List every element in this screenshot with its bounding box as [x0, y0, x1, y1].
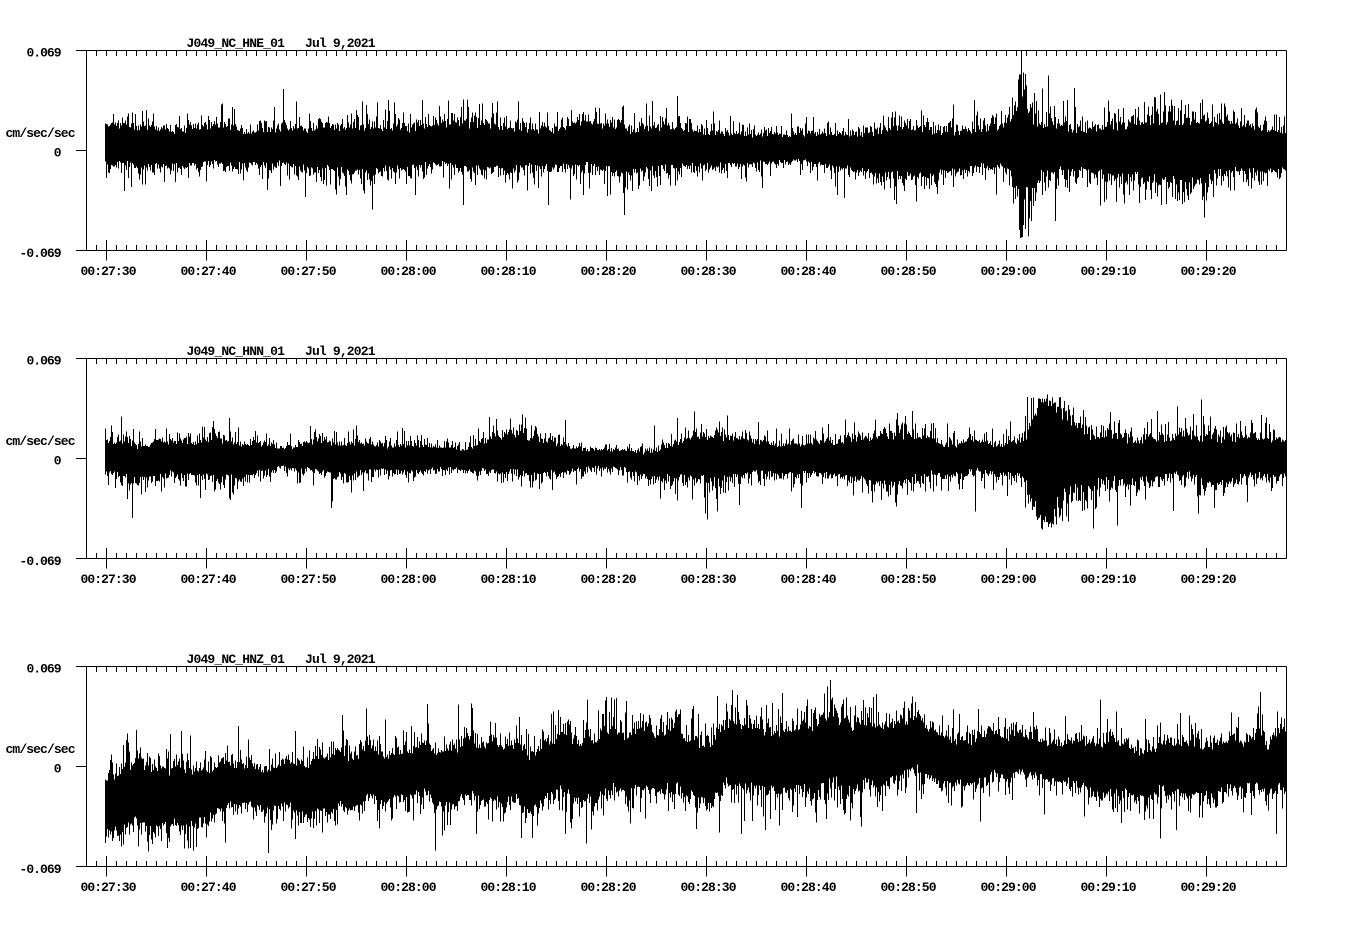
- svg-text:00:27:30: 00:27:30: [81, 880, 137, 895]
- svg-text:00:28:50: 00:28:50: [881, 572, 937, 587]
- svg-text:00:28:40: 00:28:40: [781, 880, 837, 895]
- svg-text:00:28:50: 00:28:50: [881, 264, 937, 279]
- svg-text:00:28:30: 00:28:30: [681, 264, 737, 279]
- svg-text:00:28:00: 00:28:00: [381, 572, 437, 587]
- svg-text:00:29:00: 00:29:00: [981, 264, 1037, 279]
- svg-text:0: 0: [54, 453, 62, 468]
- svg-text:J049_NC_HNE_01 Jul 9,2021: J049_NC_HNE_01 Jul 9,2021: [187, 36, 376, 51]
- svg-text:00:27:40: 00:27:40: [181, 880, 237, 895]
- svg-text:00:28:20: 00:28:20: [581, 880, 637, 895]
- svg-text:cm/sec/sec: cm/sec/sec: [6, 434, 76, 449]
- svg-text:00:27:50: 00:27:50: [281, 264, 337, 279]
- svg-text:J049_NC_HNZ_01 Jul 9,2021: J049_NC_HNZ_01 Jul 9,2021: [187, 652, 376, 667]
- svg-text:cm/sec/sec: cm/sec/sec: [6, 126, 76, 141]
- svg-text:0.069: 0.069: [27, 661, 62, 676]
- svg-text:00:28:10: 00:28:10: [481, 264, 537, 279]
- svg-text:cm/sec/sec: cm/sec/sec: [6, 742, 76, 757]
- svg-text:00:28:50: 00:28:50: [881, 880, 937, 895]
- svg-text:J049_NC_HNN_01 Jul 9,2021: J049_NC_HNN_01 Jul 9,2021: [187, 344, 376, 359]
- svg-text:0.069: 0.069: [27, 353, 62, 368]
- svg-text:00:27:40: 00:27:40: [181, 572, 237, 587]
- svg-text:00:28:20: 00:28:20: [581, 572, 637, 587]
- svg-text:00:27:50: 00:27:50: [281, 880, 337, 895]
- svg-text:00:27:30: 00:27:30: [81, 264, 137, 279]
- svg-text:00:29:20: 00:29:20: [1181, 264, 1237, 279]
- svg-text:00:28:00: 00:28:00: [381, 880, 437, 895]
- svg-text:00:28:00: 00:28:00: [381, 264, 437, 279]
- svg-text:0.069: 0.069: [27, 45, 62, 60]
- svg-text:-0.069: -0.069: [20, 246, 62, 261]
- svg-text:00:29:00: 00:29:00: [981, 880, 1037, 895]
- svg-text:00:29:10: 00:29:10: [1081, 264, 1137, 279]
- svg-text:-0.069: -0.069: [20, 862, 62, 877]
- svg-text:00:27:50: 00:27:50: [281, 572, 337, 587]
- svg-text:00:28:30: 00:28:30: [681, 572, 737, 587]
- svg-text:00:28:40: 00:28:40: [781, 264, 837, 279]
- svg-text:-0.069: -0.069: [20, 554, 62, 569]
- svg-text:00:27:40: 00:27:40: [181, 264, 237, 279]
- svg-text:00:28:10: 00:28:10: [481, 572, 537, 587]
- svg-text:00:29:00: 00:29:00: [981, 572, 1037, 587]
- svg-text:00:28:10: 00:28:10: [481, 880, 537, 895]
- svg-text:00:28:30: 00:28:30: [681, 880, 737, 895]
- svg-text:00:29:20: 00:29:20: [1181, 572, 1237, 587]
- svg-text:00:29:20: 00:29:20: [1181, 880, 1237, 895]
- svg-text:00:28:40: 00:28:40: [781, 572, 837, 587]
- svg-text:00:28:20: 00:28:20: [581, 264, 637, 279]
- svg-text:00:29:10: 00:29:10: [1081, 572, 1137, 587]
- svg-text:00:27:30: 00:27:30: [81, 572, 137, 587]
- svg-text:00:29:10: 00:29:10: [1081, 880, 1137, 895]
- svg-text:0: 0: [54, 761, 62, 776]
- svg-text:0: 0: [54, 145, 62, 160]
